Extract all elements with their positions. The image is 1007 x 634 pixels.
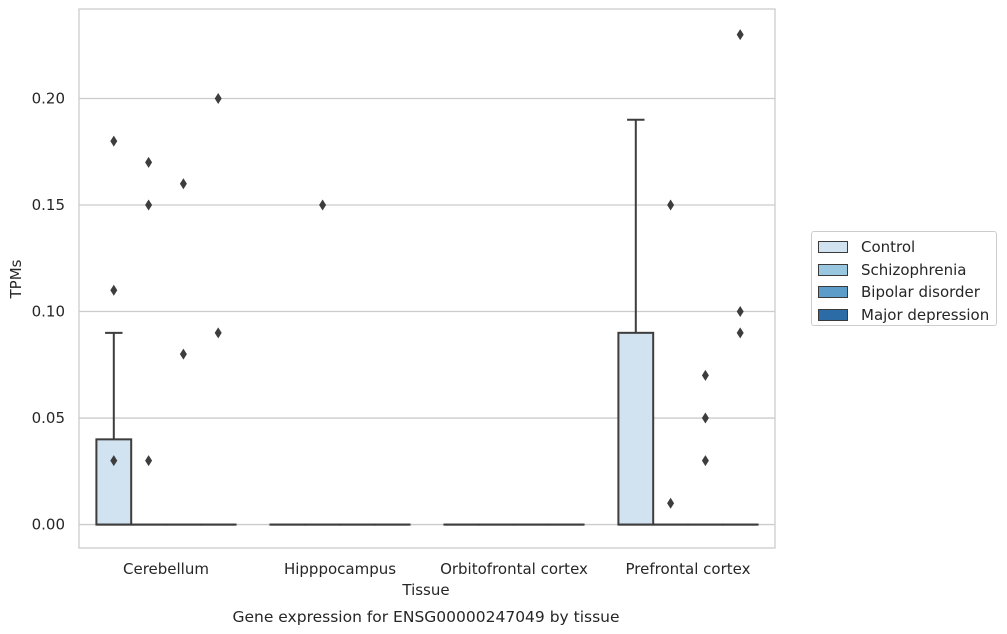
x-tick-label: Prefrontal cortex [626,560,751,578]
legend-label: Bipolar disorder [861,283,980,302]
outlier-point [701,412,709,424]
y-tick-label: 0.15 [32,196,65,214]
y-axis-label: TPMs [7,259,25,299]
box-control [617,118,655,526]
outlier-point [667,497,675,509]
outlier-point [214,92,222,104]
legend-item: Bipolar disorder [818,281,996,304]
chart-title: Gene expression for ENSG00000247049 by t… [232,608,619,626]
outlier-point [701,369,709,381]
box-iqr [617,331,655,526]
legend-swatch [818,241,848,254]
x-tick-labels: Cerebellum Hipppocampus Orbitofrontal cort… [123,560,751,578]
x-tick-label: Orbitofrontal cortex [440,560,588,578]
y-tick-label: 0.10 [32,303,65,321]
x-tick-label: Hipppocampus [284,560,396,578]
y-tick-labels: 0.00 0.05 0.10 0.15 0.20 [32,89,65,533]
legend-swatch [818,263,848,276]
outlier-point [701,455,709,467]
outlier-point [214,327,222,339]
outlier-point [179,348,187,360]
outliers [110,29,744,509]
legend-label: Control [861,238,916,257]
outlier-point [736,29,744,41]
outlier-point [319,199,327,211]
outlier-point [110,455,118,467]
box-iqr [95,438,133,526]
y-tick-label: 0.05 [32,409,65,427]
boxes [95,118,759,526]
legend-item: Schizophrenia [818,259,996,282]
legend-item: Major depression [818,304,996,327]
legend-label: Major depression [861,305,990,324]
box-control [95,331,133,526]
gridlines [79,97,775,526]
plot-frame [78,8,776,549]
legend-label: Schizophrenia [861,260,967,279]
outlier-point [110,284,118,296]
outlier-point [110,135,118,147]
outlier-point [145,455,153,467]
x-tick-label: Cerebellum [123,560,209,578]
outlier-point [736,306,744,318]
y-tick-label: 0.00 [32,516,65,534]
outlier-point [736,327,744,339]
outlier-point [145,156,153,168]
x-axis-label: Tissue [401,581,449,599]
outlier-point [145,199,153,211]
legend-swatch [818,308,848,321]
outlier-point [667,199,675,211]
y-tick-label: 0.20 [32,89,65,107]
outlier-point [179,178,187,190]
legend-swatch [818,286,848,299]
legend-item: Control [818,236,996,259]
legend: Control Schizophrenia Bipolar disorder Majo… [811,231,997,326]
